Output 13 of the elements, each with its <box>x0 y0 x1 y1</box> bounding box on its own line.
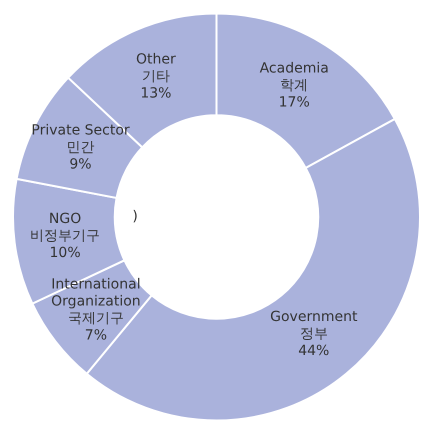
data-label: 13% <box>140 86 172 102</box>
slice-label: Academia 학계 <box>260 60 329 94</box>
text: ) <box>132 208 138 225</box>
slice-label: Other 기타 <box>136 52 176 85</box>
slice-label: Private Sector 민간 <box>31 122 130 156</box>
data-label: 17% <box>278 94 310 110</box>
data-label: 7% <box>84 328 108 344</box>
slice-label: NGO 비정부기구 <box>30 210 100 244</box>
slice-label: International Organization 국제기구 <box>51 276 141 327</box>
slice-label: Government 정부 <box>270 309 358 342</box>
data-label: 9% <box>69 156 92 172</box>
data-label: 10% <box>50 244 81 261</box>
data-label: 44% <box>298 343 330 360</box>
